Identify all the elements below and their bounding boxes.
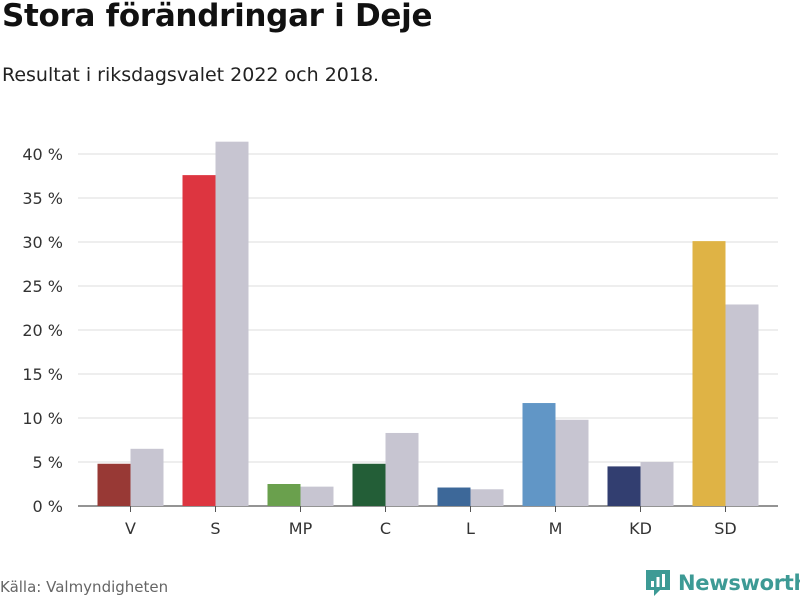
bar-2022-c: [352, 463, 386, 506]
bar-2018-kd: [640, 462, 674, 506]
x-tick-label: KD: [629, 519, 652, 538]
y-tick-label: 30 %: [22, 233, 63, 252]
newsworthy-icon: [646, 570, 670, 596]
bar-2018-l: [470, 489, 504, 506]
y-tick-label: 20 %: [22, 321, 63, 340]
y-tick-label: 5 %: [33, 453, 63, 472]
chart-title: Stora förändringar i Deje: [2, 0, 433, 34]
brand-name: Newsworthy: [678, 571, 800, 595]
bar-2022-m: [522, 403, 556, 506]
x-tick-label: V: [125, 519, 136, 538]
y-tick-label: 40 %: [22, 145, 63, 164]
bar-chart: 0 % 5 % 10 % 15 % 20 % 25 % 30 % 35 % 40 % V S MP C…: [22, 141, 778, 538]
bar-2018-mp: [300, 486, 334, 506]
bar-2018-sd: [725, 304, 759, 506]
x-tick-label: MP: [289, 519, 313, 538]
y-axis-ticks: 0 % 5 % 10 % 15 % 20 % 25 % 30 % 35 % 40 %: [22, 145, 63, 516]
bar-2022-kd: [607, 466, 641, 506]
bar-2018-c: [385, 432, 419, 506]
chart-subtitle: Resultat i riksdagsvalet 2022 och 2018.: [2, 64, 380, 86]
bar-2022-v: [97, 463, 131, 506]
x-tick-label: S: [210, 519, 220, 538]
x-tick-label: L: [466, 519, 475, 538]
bar-2018-s: [215, 141, 249, 506]
source-note: Källa: Valmyndigheten: [0, 578, 169, 596]
x-tick-label: C: [380, 519, 391, 538]
x-axis-ticks: V S MP C L M KD SD: [125, 506, 737, 538]
bar-2022-sd: [692, 241, 726, 506]
x-tick-label: SD: [714, 519, 736, 538]
x-tick-label: M: [549, 519, 563, 538]
bar-2022-l: [437, 487, 471, 506]
y-tick-label: 0 %: [33, 497, 63, 516]
bar-2018-m: [555, 419, 589, 506]
bar-2018-v: [130, 448, 164, 506]
y-tick-label: 35 %: [22, 189, 63, 208]
newsworthy-logo: Newsworthy: [644, 568, 800, 598]
bars: [97, 141, 759, 506]
bar-2022-mp: [267, 484, 301, 506]
y-tick-label: 10 %: [22, 409, 63, 428]
y-tick-label: 25 %: [22, 277, 63, 296]
y-tick-label: 15 %: [22, 365, 63, 384]
bar-2022-s: [182, 175, 216, 506]
